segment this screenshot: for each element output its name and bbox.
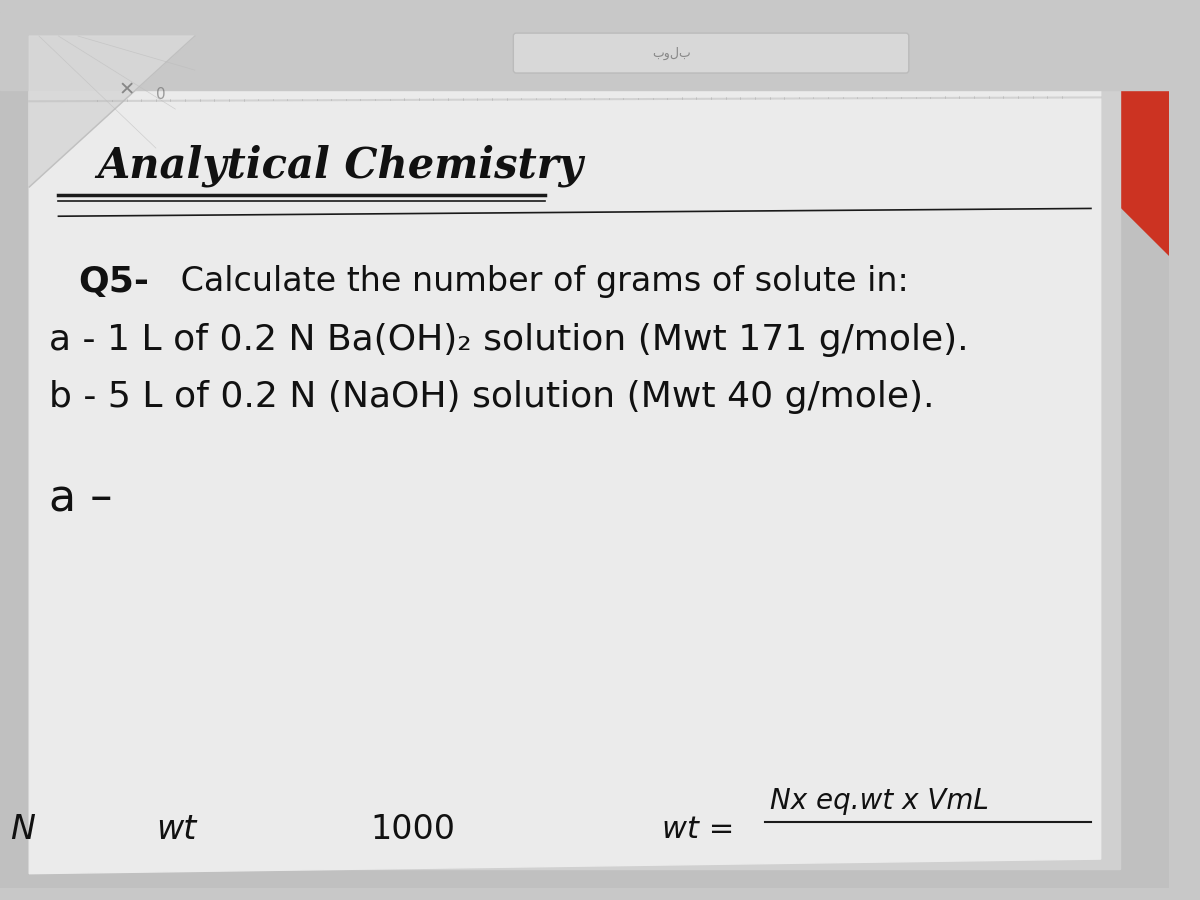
Polygon shape: [0, 12, 1169, 888]
Polygon shape: [49, 32, 1120, 868]
Text: a –: a –: [49, 477, 112, 520]
Text: wt: wt: [156, 814, 197, 846]
Text: b - 5 L of 0.2 N (NaOH) solution (Mwt 40 g/mole).: b - 5 L of 0.2 N (NaOH) solution (Mwt 40…: [49, 380, 935, 414]
Polygon shape: [29, 36, 194, 187]
Polygon shape: [0, 12, 1169, 90]
Text: Analytical Chemistry: Analytical Chemistry: [97, 145, 583, 187]
Text: Calculate the number of grams of solute in:: Calculate the number of grams of solute …: [170, 265, 910, 298]
Text: Q5-: Q5-: [78, 265, 149, 299]
Text: ✕: ✕: [119, 80, 134, 99]
Text: Nx eq.wt x VmL: Nx eq.wt x VmL: [769, 787, 989, 814]
Text: N: N: [10, 814, 35, 846]
FancyBboxPatch shape: [514, 33, 908, 73]
Text: 1000: 1000: [370, 814, 455, 846]
Text: بولب: بولب: [653, 47, 691, 60]
Text: a - 1 L of 0.2 N Ba(OH)₂ solution (Mwt 171 g/mole).: a - 1 L of 0.2 N Ba(OH)₂ solution (Mwt 1…: [49, 323, 968, 357]
Text: wt =: wt =: [662, 815, 734, 844]
Polygon shape: [925, 12, 1169, 256]
Text: 0: 0: [156, 87, 166, 102]
Polygon shape: [29, 36, 1100, 874]
